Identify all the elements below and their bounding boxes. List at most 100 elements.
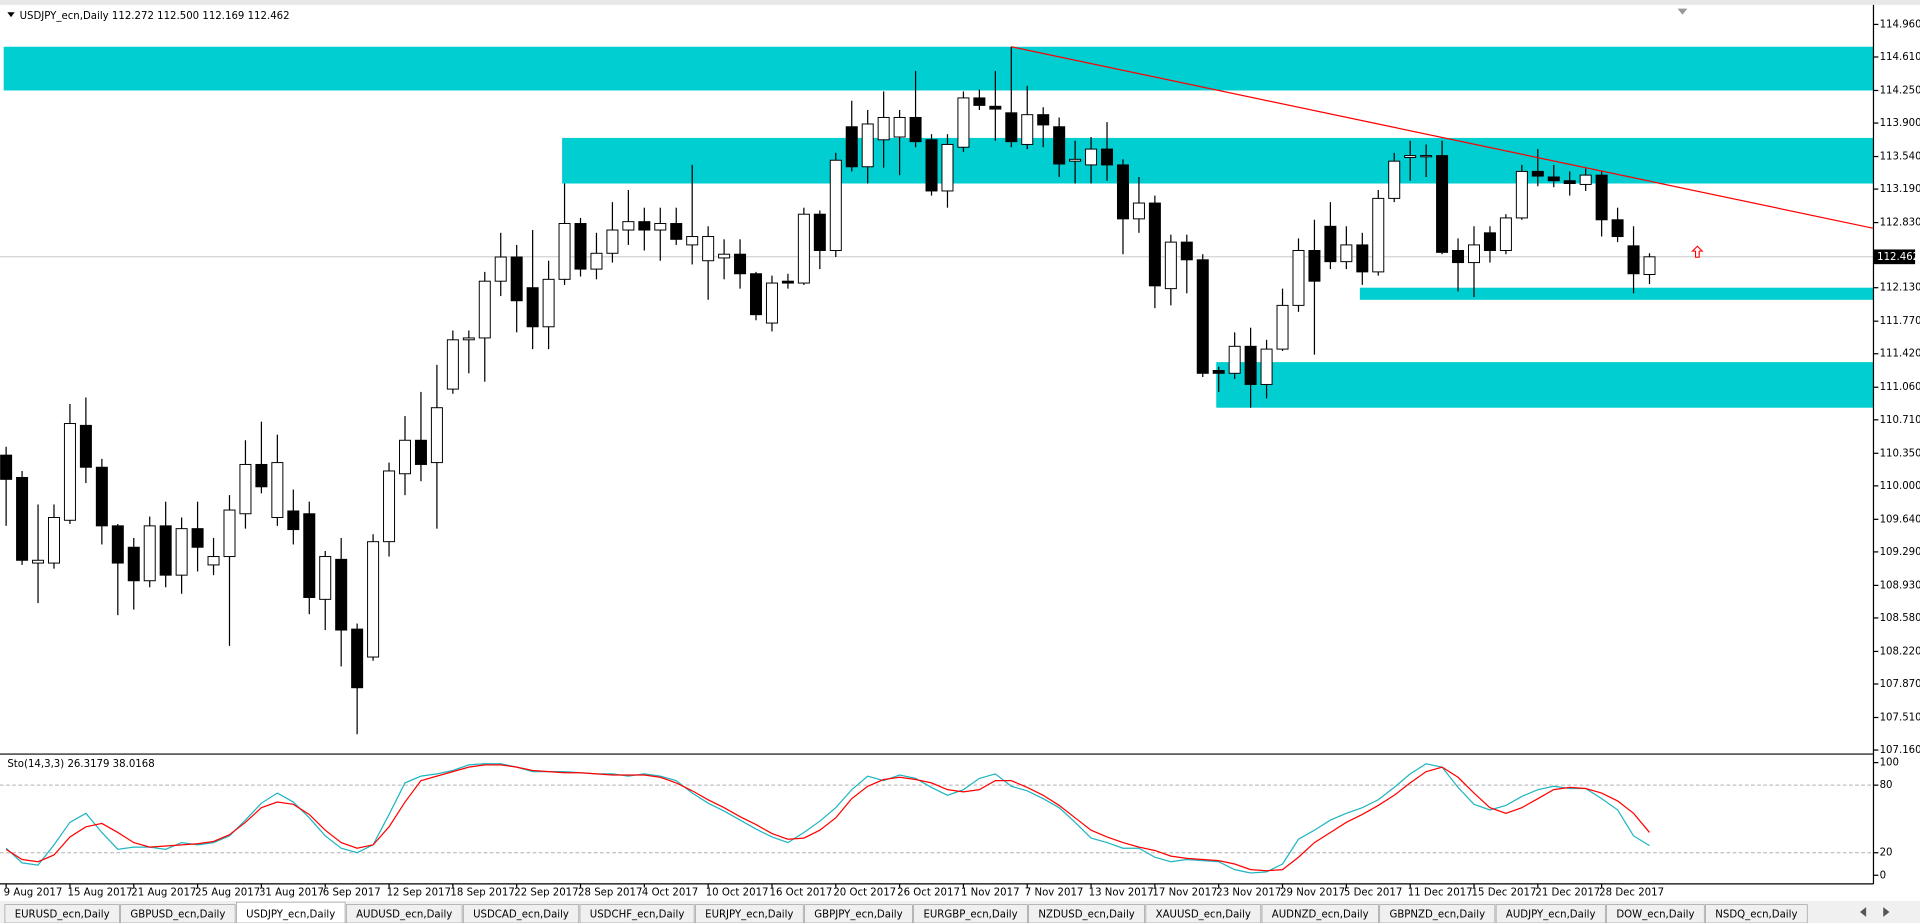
candle-body <box>159 525 172 576</box>
chart-title: USDJPY_ecn,Daily 112.272 112.500 112.169… <box>20 11 290 22</box>
tab-label[interactable]: USDJPY_ecn,Daily <box>246 909 335 920</box>
candle-body <box>622 221 635 231</box>
candle-body <box>271 462 284 518</box>
y-tick-label: 108.580 <box>1880 613 1920 624</box>
candle-body <box>351 628 364 689</box>
candle-body <box>1547 176 1560 182</box>
x-tick-label: 31 Aug 2017 <box>259 887 324 898</box>
support-resistance-zone <box>3 46 1874 91</box>
candle-body <box>1148 202 1161 287</box>
y-tick-label: 113.900 <box>1880 118 1920 129</box>
candle-body <box>63 423 76 521</box>
y-tick-label: 80 <box>1880 780 1893 791</box>
y-tick-label: 114.250 <box>1880 85 1920 96</box>
y-tick-label: 112.830 <box>1880 218 1920 229</box>
candle-body <box>1515 170 1528 219</box>
candle-body <box>542 278 555 328</box>
candle-body <box>79 424 92 468</box>
support-resistance-zone <box>1216 362 1874 408</box>
candle-body <box>654 223 667 231</box>
candle-body <box>973 97 986 106</box>
tab-label[interactable]: NZDUSD_ecn,Daily <box>1038 909 1134 920</box>
candle-body <box>1116 164 1129 220</box>
candle-body <box>765 282 778 324</box>
candle-body <box>510 256 523 302</box>
indicator-title: Sto(14,3,3) 26.3179 38.0168 <box>7 759 154 770</box>
candle-body <box>287 510 300 531</box>
tab-scroll-left[interactable] <box>1860 907 1867 917</box>
x-tick-label: 28 Sep 2017 <box>578 887 642 898</box>
tab-label[interactable]: GBPNZD_ecn,Daily <box>1389 909 1485 920</box>
x-tick-label: 5 Dec 2017 <box>1344 887 1402 898</box>
candle-body <box>494 256 507 282</box>
tab-scroll-right[interactable] <box>1883 907 1890 917</box>
candle-body <box>175 528 188 576</box>
y-tick-label: 20 <box>1880 848 1893 859</box>
candle-body <box>1276 304 1289 350</box>
candle-body <box>1420 155 1433 158</box>
candle-body <box>1563 180 1576 185</box>
up-arrow <box>1691 245 1704 258</box>
x-tick-label: 15 Dec 2017 <box>1472 887 1537 898</box>
candle-body <box>1324 225 1337 263</box>
x-tick-label: 15 Aug 2017 <box>67 887 132 898</box>
tab-label[interactable]: XAUUSD_ecn,Daily <box>1156 909 1251 920</box>
candle-body <box>957 97 970 148</box>
candle-body <box>734 253 747 275</box>
y-tick-label: 110.710 <box>1880 415 1920 426</box>
candle-body <box>829 159 842 251</box>
x-tick-label: 26 Oct 2017 <box>897 887 960 898</box>
tab-label[interactable]: AUDNZD_ecn,Daily <box>1272 909 1369 920</box>
x-tick-label: 23 Nov 2017 <box>1216 887 1281 898</box>
x-tick-label: 21 Dec 2017 <box>1535 887 1600 898</box>
y-tick-label: 109.640 <box>1880 514 1920 525</box>
x-tick-label: 16 Oct 2017 <box>770 887 833 898</box>
y-tick-label: 110.350 <box>1880 448 1920 459</box>
candle-body <box>32 559 45 564</box>
candle-body <box>367 541 380 658</box>
candle-body <box>1436 155 1449 253</box>
y-tick-label: 0 <box>1880 870 1886 881</box>
x-tick-label: 13 Nov 2017 <box>1089 887 1154 898</box>
menu-triangle[interactable] <box>7 12 15 18</box>
candle-body <box>207 556 220 566</box>
candle-body <box>845 126 858 168</box>
candle-body <box>399 439 411 475</box>
tab-label[interactable]: EURGBP_ecn,Daily <box>923 909 1017 920</box>
candle-body <box>143 525 156 582</box>
candle-body <box>1611 219 1624 238</box>
candle-body <box>1404 155 1417 158</box>
candle-body <box>558 223 571 280</box>
candle-body <box>1627 245 1640 275</box>
candle-body <box>1452 250 1465 264</box>
tab-label[interactable]: USDCHF_ecn,Daily <box>590 909 685 920</box>
x-tick-label: 9 Aug 2017 <box>4 887 63 898</box>
tab-label[interactable]: AUDUSD_ecn,Daily <box>356 909 452 920</box>
tab-label[interactable]: GBPJPY_ecn,Daily <box>814 909 902 920</box>
tab-label[interactable]: NSDQ_ecn,Daily <box>1715 909 1797 920</box>
tab-label[interactable]: USDCAD_ecn,Daily <box>473 909 569 920</box>
tab-label[interactable]: DOW_ecn,Daily <box>1616 909 1694 920</box>
candle-body <box>1531 170 1544 177</box>
plot <box>0 46 1874 874</box>
zones <box>3 46 1874 408</box>
candle-body <box>989 105 1002 110</box>
tab-label[interactable]: EURJPY_ecn,Daily <box>705 909 793 920</box>
candle-body <box>0 454 13 480</box>
candle-body <box>1260 348 1273 385</box>
candle-body <box>909 116 922 143</box>
tab-label[interactable]: GBPUSD_ecn,Daily <box>130 909 225 920</box>
candle-body <box>430 407 443 464</box>
current-price-box <box>1873 249 1916 265</box>
x-tick-label: 10 Oct 2017 <box>706 887 769 898</box>
candle-body <box>590 252 603 270</box>
x-tick-label: 1 Nov 2017 <box>961 887 1020 898</box>
y-tick-label: 100 <box>1880 758 1899 769</box>
candle-body <box>1101 148 1114 166</box>
candle-body <box>446 339 459 390</box>
tab-label[interactable]: AUDJPY_ecn,Daily <box>1506 909 1596 920</box>
x-tick-label: 22 Sep 2017 <box>514 887 578 898</box>
candle-body <box>462 337 475 341</box>
tab-label[interactable]: EURUSD_ecn,Daily <box>15 909 110 920</box>
y-tick-label: 111.060 <box>1880 382 1920 393</box>
